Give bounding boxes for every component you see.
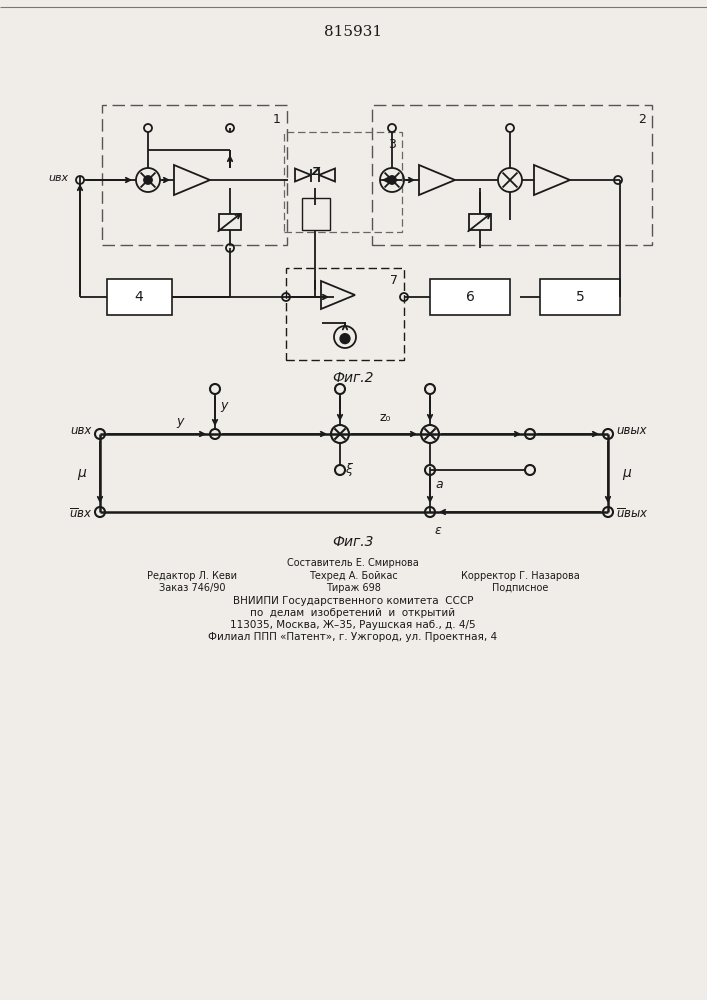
Bar — [372, 105, 652, 245]
Text: 3: 3 — [388, 138, 396, 151]
Bar — [469, 214, 491, 230]
Text: Z: Z — [311, 167, 319, 177]
Circle shape — [340, 334, 350, 344]
Text: Заказ 746/90: Заказ 746/90 — [159, 583, 226, 593]
Text: ВНИИПИ Государственного комитета  СССР: ВНИИПИ Государственного комитета СССР — [233, 596, 473, 606]
Text: y: y — [220, 399, 228, 412]
Bar — [302, 198, 330, 230]
Text: uвх: uвх — [71, 424, 92, 438]
Text: $\overline{u}$вх: $\overline{u}$вх — [69, 507, 92, 521]
Text: Тираж 698: Тираж 698 — [325, 583, 380, 593]
Text: uвых: uвых — [616, 424, 647, 438]
Text: 113035, Москва, Ж–35, Раушская наб., д. 4/5: 113035, Москва, Ж–35, Раушская наб., д. … — [230, 620, 476, 630]
Text: 1: 1 — [273, 113, 281, 126]
Text: 2: 2 — [638, 113, 646, 126]
Text: Редактор Л. Кеви: Редактор Л. Кеви — [147, 571, 237, 581]
Text: ξ: ξ — [345, 464, 352, 477]
Text: 7: 7 — [390, 274, 398, 287]
Text: ε: ε — [435, 524, 442, 537]
Text: Подписное: Подписное — [492, 583, 548, 593]
Bar — [430, 279, 510, 315]
Text: z₀: z₀ — [380, 411, 391, 424]
Text: Техред А. Бойкас: Техред А. Бойкас — [309, 571, 397, 581]
Bar — [219, 214, 241, 230]
Text: 815931: 815931 — [324, 25, 382, 39]
Text: 6: 6 — [466, 290, 474, 304]
Text: μ: μ — [77, 466, 86, 480]
Text: 5: 5 — [575, 290, 585, 304]
Circle shape — [388, 176, 396, 184]
Text: Филиал ППП «Патент», г. Ужгород, ул. Проектная, 4: Филиал ППП «Патент», г. Ужгород, ул. Про… — [209, 632, 498, 642]
Text: uвх: uвх — [48, 173, 68, 183]
Bar — [107, 279, 172, 315]
Text: Составитель Е. Смирнова: Составитель Е. Смирнова — [287, 558, 419, 568]
Bar — [286, 268, 404, 360]
Text: a: a — [435, 479, 443, 491]
Text: Корректор Г. Назарова: Корректор Г. Назарова — [461, 571, 579, 581]
Text: Фиг.3: Фиг.3 — [332, 535, 374, 549]
Text: y: y — [176, 415, 184, 428]
Text: по  делам  изобретений  и  открытий: по делам изобретений и открытий — [250, 608, 455, 618]
Text: Фиг.2: Фиг.2 — [332, 371, 374, 385]
Bar — [102, 105, 287, 245]
Bar — [284, 132, 402, 232]
Text: μ: μ — [622, 466, 631, 480]
Text: 4: 4 — [134, 290, 144, 304]
Bar — [540, 279, 620, 315]
Circle shape — [144, 176, 152, 184]
Text: $\overline{u}$вых: $\overline{u}$вых — [616, 507, 649, 521]
